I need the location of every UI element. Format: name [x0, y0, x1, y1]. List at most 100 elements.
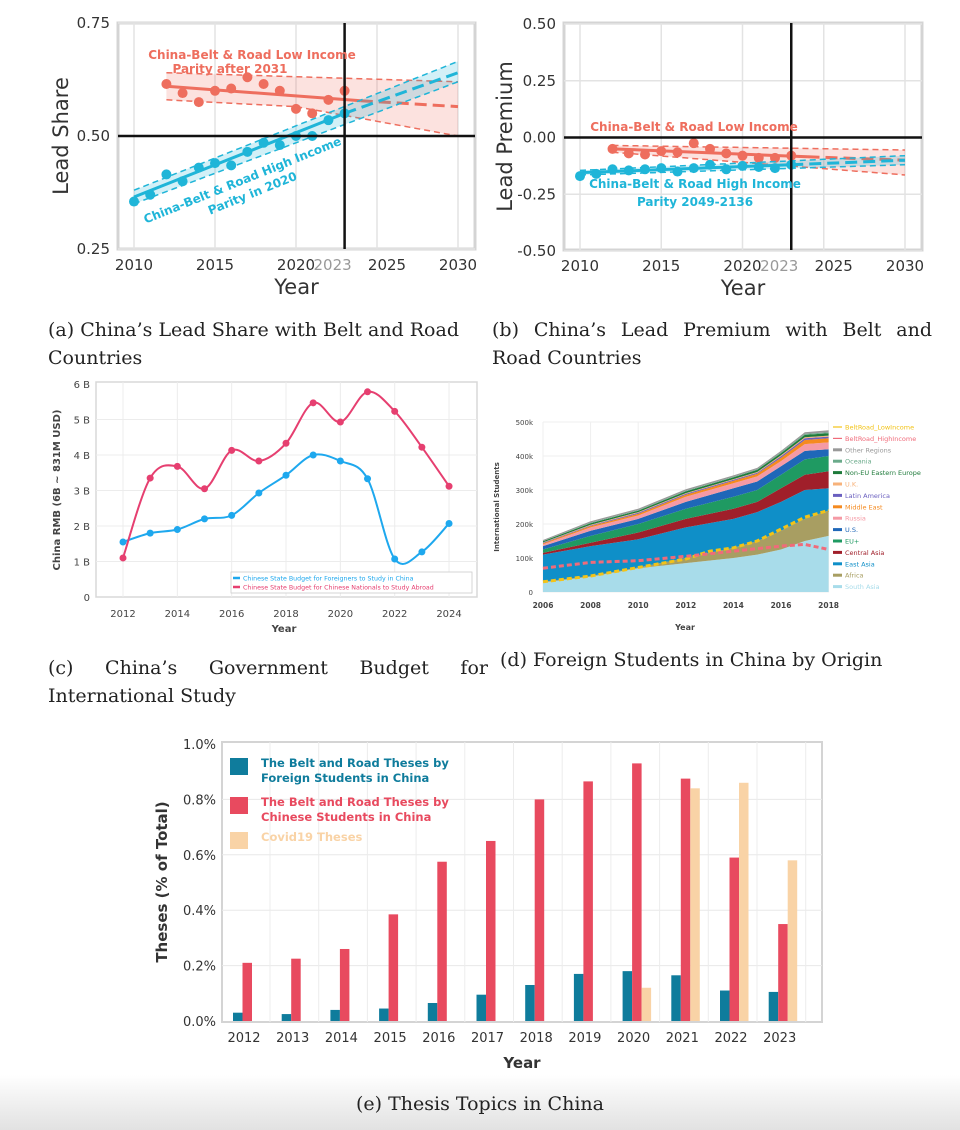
data-point — [391, 407, 399, 415]
data-point — [445, 482, 453, 490]
legend-label: Other Regions — [845, 446, 892, 454]
legend-swatch — [230, 758, 248, 775]
x-axis-title: Year — [502, 1054, 541, 1072]
x-tick-label: 2019 — [568, 1031, 601, 1046]
y-tick-label: 0.6% — [183, 849, 216, 864]
y-tick-label: 0.25 — [77, 240, 110, 258]
data-point — [201, 515, 209, 523]
data-point — [737, 160, 748, 171]
y-tick-label: 0 — [529, 589, 533, 597]
legend-label: The Belt and Road Theses by — [261, 795, 449, 809]
bar — [641, 987, 652, 1021]
x-tick-label: 2023 — [314, 256, 352, 274]
ci-upper-line — [133, 60, 459, 191]
y-tick-label: 0.50 — [77, 127, 110, 145]
data-point — [119, 538, 127, 546]
bar — [291, 958, 301, 1021]
data-point — [146, 529, 154, 537]
legend-label: Covid19 Theses — [261, 830, 362, 844]
y-tick-label: 5 B — [74, 416, 91, 427]
ci-lower-line — [612, 151, 906, 176]
area-u-k- — [543, 435, 829, 543]
bar — [720, 990, 730, 1021]
x-tick-label: 2023 — [760, 257, 798, 275]
y-tick-label: 0.4% — [183, 904, 216, 919]
bar — [573, 973, 584, 1021]
bar — [437, 861, 447, 1021]
data-point — [753, 152, 764, 163]
area-latin-america — [543, 436, 829, 544]
y-tick-label: 2 B — [74, 522, 91, 533]
chart-d: 0 100k 200k 300k 400k 500k 2006 2008 2010 2012 201… — [493, 419, 921, 632]
data-point — [173, 526, 181, 534]
forecast-line — [791, 158, 906, 167]
data-point — [418, 548, 426, 556]
legend-label: BeltRoad_LowIncome — [845, 424, 914, 432]
data-point — [705, 143, 715, 154]
caption-d: (d) Foreign Students in China by Origin — [500, 649, 883, 671]
bar — [632, 763, 642, 1021]
y-tick-label: 500k — [516, 419, 534, 427]
annotation-label: China-Belt & Road High Income — [589, 177, 801, 191]
y-tick-label: -0.50 — [517, 242, 556, 260]
data-point — [688, 138, 699, 149]
x-tick-label: 2012 — [675, 601, 696, 610]
bar — [281, 1014, 292, 1021]
legend-label: Chinese State Budget for Foreigners to S… — [243, 576, 414, 583]
data-point — [418, 443, 426, 451]
x-tick-label: 2017 — [471, 1031, 504, 1046]
x-axis-title: Year — [273, 275, 319, 299]
area-other-regions — [543, 430, 829, 541]
data-point — [145, 189, 156, 200]
bar — [680, 778, 691, 1021]
y-tick-label: 3 B — [74, 487, 91, 498]
x-tick-label: 2025 — [368, 256, 406, 274]
bar — [787, 860, 798, 1021]
confidence-band — [166, 72, 458, 136]
legend-label: Chinese State Budget for Chinese Nationa… — [243, 585, 434, 592]
y-tick-label: 0 — [84, 593, 90, 604]
data-point — [255, 457, 263, 465]
x-tick-label: 2015 — [374, 1031, 407, 1046]
y-tick-label: 0.8% — [183, 793, 216, 808]
area-u-s- — [543, 449, 829, 550]
data-point — [737, 150, 748, 161]
legend-label: Foreign Students in China — [261, 771, 429, 785]
y-tick-label: 0.75 — [77, 14, 110, 32]
x-tick-label: 2023 — [763, 1031, 796, 1046]
data-point — [672, 147, 683, 158]
y-axis-title: Theses (% of Total) — [153, 801, 171, 962]
data-point — [242, 146, 253, 157]
area-oceania — [543, 432, 829, 542]
legend-label: Latin America — [845, 492, 890, 500]
x-tick-label: 2021 — [666, 1031, 699, 1046]
data-point — [607, 164, 618, 175]
data-point — [591, 168, 602, 179]
data-point — [242, 72, 253, 83]
x-tick-label: 2022 — [382, 609, 407, 620]
legend-label: Africa — [845, 572, 864, 580]
data-point — [640, 149, 650, 160]
data-point — [623, 165, 634, 176]
data-point — [173, 462, 181, 470]
data-point — [391, 555, 399, 563]
data-point — [210, 158, 220, 169]
data-point — [705, 159, 715, 170]
data-point — [258, 137, 269, 148]
area-africa — [543, 510, 829, 583]
y-tick-label: 1 B — [74, 558, 91, 569]
data-point — [161, 79, 172, 90]
data-point — [623, 148, 634, 159]
x-tick-label: 2016 — [771, 601, 792, 610]
legend-label: U.S. — [845, 526, 858, 534]
legend-label: Chinese Students in China — [261, 810, 431, 824]
x-tick-label: 2015 — [642, 257, 680, 275]
data-point — [146, 474, 154, 482]
bar — [622, 971, 633, 1021]
bar — [739, 782, 749, 1021]
bar — [242, 962, 252, 1021]
x-tick-label: 2030 — [439, 256, 477, 274]
data-point — [282, 471, 290, 479]
bar — [476, 994, 486, 1021]
